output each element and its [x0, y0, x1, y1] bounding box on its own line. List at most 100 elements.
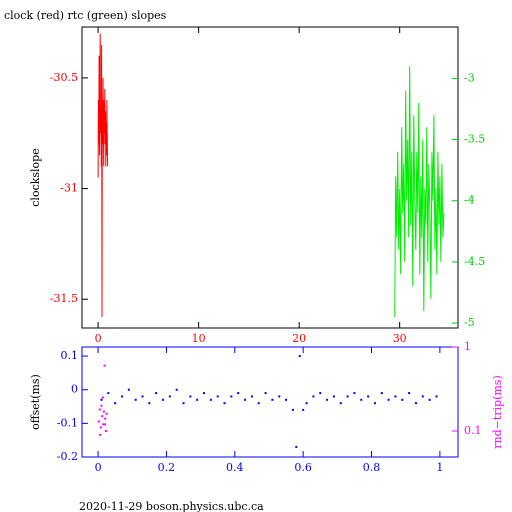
y2-tick-label: -5	[464, 316, 475, 329]
point	[103, 364, 106, 367]
x-tick-label: 1	[436, 461, 443, 474]
point	[271, 398, 274, 401]
point	[99, 426, 102, 429]
point	[120, 395, 123, 398]
point	[175, 388, 178, 391]
point	[428, 398, 431, 401]
x-tick-label: 0	[95, 332, 102, 345]
point	[182, 402, 185, 405]
point	[285, 398, 288, 401]
point	[360, 398, 363, 401]
point	[230, 395, 233, 398]
point	[295, 445, 298, 448]
point	[414, 402, 417, 405]
point	[332, 395, 335, 398]
point	[278, 395, 281, 398]
point	[141, 395, 144, 398]
x-tick-label: 0	[95, 461, 102, 474]
y-tick-label: -31.5	[50, 292, 78, 305]
point	[162, 398, 165, 401]
x-tick-label: 10	[192, 332, 206, 345]
point	[373, 402, 376, 405]
y-tick-label: -0.1	[57, 416, 78, 429]
point	[387, 398, 390, 401]
point	[421, 395, 424, 398]
point	[312, 395, 315, 398]
point	[305, 402, 308, 405]
point	[401, 398, 404, 401]
point	[107, 392, 110, 395]
y2-tick-label: -3	[464, 71, 475, 84]
point	[209, 398, 212, 401]
point	[127, 388, 130, 391]
y-tick-label: -0.2	[57, 450, 78, 463]
point	[223, 402, 226, 405]
point	[148, 402, 151, 405]
x-tick-label: 0.4	[226, 461, 244, 474]
point	[102, 410, 105, 413]
y2-tick-label: -3.5	[464, 133, 485, 146]
point	[408, 392, 411, 395]
y-axis-label: offset(ms)	[29, 374, 42, 430]
point	[264, 392, 267, 395]
point	[302, 408, 305, 411]
chart-title: clock (red) rtc (green) slopes	[4, 9, 167, 22]
point	[114, 402, 117, 405]
point	[291, 408, 294, 411]
point	[97, 420, 100, 423]
point	[250, 395, 253, 398]
x-tick-label: 0.2	[158, 461, 176, 474]
point	[98, 408, 101, 411]
point	[102, 423, 105, 426]
point	[105, 412, 108, 415]
point	[99, 433, 102, 436]
point	[244, 398, 247, 401]
x-tick-label: 0.8	[363, 461, 381, 474]
point	[380, 392, 383, 395]
point	[100, 404, 103, 407]
point	[104, 417, 107, 420]
point	[326, 398, 329, 401]
point	[339, 402, 342, 405]
y-tick-label: 0	[71, 383, 78, 396]
point	[103, 423, 106, 426]
point	[216, 395, 219, 398]
y-tick-label: -31	[60, 182, 78, 195]
y-tick-label: -30.5	[50, 71, 78, 84]
point	[435, 395, 438, 398]
point	[319, 392, 322, 395]
point	[196, 398, 199, 401]
y2-tick-label: 0.1	[464, 424, 482, 437]
point	[394, 395, 397, 398]
y2-tick-label: 1	[464, 340, 471, 353]
y2-tick-label: -4	[464, 194, 475, 207]
x-tick-label: 0.6	[294, 461, 312, 474]
point	[155, 392, 158, 395]
series-line	[394, 66, 445, 318]
point	[203, 392, 206, 395]
plot-frame	[81, 346, 459, 458]
point	[101, 396, 104, 399]
plot-frame	[81, 26, 459, 329]
series-line	[97, 33, 109, 317]
point	[257, 402, 260, 405]
point	[101, 415, 104, 418]
point	[104, 429, 107, 432]
point	[237, 392, 240, 395]
footer: 2020-11-29 boson.physics.ubc.ca	[79, 500, 264, 512]
point	[134, 398, 137, 401]
x-tick-label: 30	[393, 332, 407, 345]
point	[189, 395, 192, 398]
y-axis-label: clockslope	[29, 148, 42, 206]
point	[168, 395, 171, 398]
point	[353, 392, 356, 395]
point	[346, 395, 349, 398]
y-tick-label: 0.1	[61, 349, 79, 362]
point	[367, 395, 370, 398]
x-tick-label: 20	[292, 332, 306, 345]
y2-tick-label: -4.5	[464, 255, 485, 268]
point	[100, 398, 103, 401]
y2-axis-label: rnd−trip(ms)	[491, 375, 504, 449]
point	[298, 355, 301, 358]
